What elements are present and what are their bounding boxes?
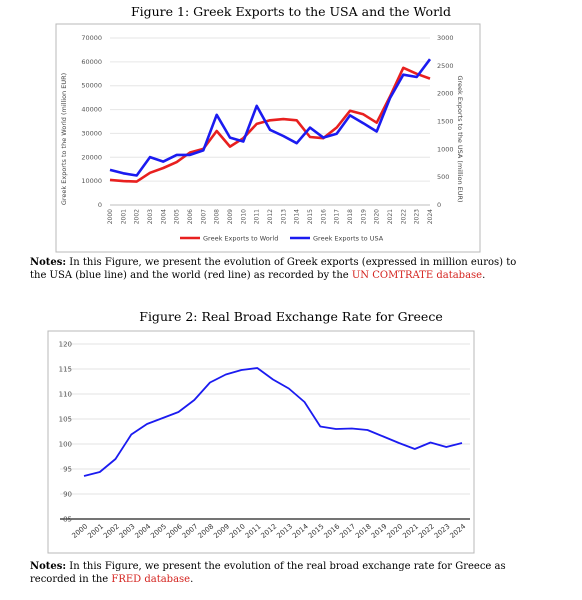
chart-2-x-tick-label: 2004: [133, 522, 152, 540]
chart-1-x-tick-label: 2019: [360, 209, 367, 224]
figure-2-caption: Figure 2: Real Broad Exchange Rate for G…: [139, 309, 443, 324]
chart-2-x-tick-label: 2006: [165, 522, 184, 540]
chart-1-legend: Greek Exports to World Greek Exports to …: [180, 235, 384, 243]
chart-1-x-tick-label: 2001: [120, 209, 127, 224]
chart-1-x-tick-label: 2024: [427, 209, 434, 224]
chart-1-x-tick-label: 2003: [147, 209, 154, 224]
chart-2-y-tick-label: 105: [59, 416, 72, 424]
chart-2-y-tick-label: 110: [59, 391, 72, 399]
chart-1-x-tick-label: 2015: [307, 209, 314, 224]
chart-1-x-tick-label: 2012: [267, 209, 274, 224]
chart-2-x-tick-label: 2015: [307, 522, 326, 540]
chart-2-x-tick-label: 2016: [322, 522, 341, 540]
fred-link[interactable]: FRED database: [111, 574, 191, 585]
chart-1-y2-tick-label: 1000: [437, 145, 454, 153]
chart-1-y-tick-label: 70000: [81, 34, 102, 42]
chart-1-y-tick-label: 40000: [81, 106, 102, 114]
chart-1-y-tick-label: 0: [98, 201, 102, 209]
chart-1-y-tick-label: 20000: [81, 153, 102, 161]
chart-2-x-tick-label: 2007: [181, 522, 200, 540]
legend-world-label: Greek Exports to World: [203, 235, 278, 243]
chart-1-x-tick-label: 2017: [334, 209, 341, 224]
chart-2-x-tick-label: 2019: [370, 522, 389, 540]
chart-1-y2-tick-label: 0: [437, 201, 441, 209]
chart-1-y2-tick-label: 2000: [437, 90, 454, 98]
figure-1-notes-text: In this Figure, we present the evolution…: [30, 257, 517, 281]
chart-1-x-tick-label: 2022: [400, 209, 407, 224]
chart-2-x-tick-label: 2008: [196, 522, 215, 540]
chart-2-y-tick-label: 100: [59, 441, 72, 449]
chart-2-x-tick-label: 2000: [70, 522, 89, 540]
chart-2-x-tick-label: 2009: [212, 522, 231, 540]
chart-2-x-tick-label: 2003: [118, 522, 137, 540]
chart-2-x-tick-label: 2021: [401, 522, 420, 540]
chart-2-x-tick-label: 2014: [291, 522, 310, 540]
chart-2-x-tick-label: 2001: [86, 522, 105, 540]
chart-1-x-tick-label: 2020: [374, 209, 381, 224]
figure-1-chart: 0 10000 20000 30000 40000 50000 60000 70000 0 50…: [55, 23, 481, 253]
chart-1-x-tick-label: 2009: [227, 209, 234, 224]
figure-2-notes-end: .: [190, 574, 194, 585]
chart-2-x-tick-label: 2011: [244, 522, 263, 540]
chart-2-frame: [47, 330, 475, 554]
chart-2-y-tick-label: 115: [59, 366, 72, 374]
chart-1-x-tick-label: 2018: [347, 209, 354, 224]
chart-2-x-tick-label: 2012: [259, 522, 278, 540]
chart-1-x-tick-label: 2013: [280, 209, 287, 224]
chart-1-x-tick-label: 2006: [187, 209, 194, 224]
chart-2-x-tick-label: 2002: [102, 522, 121, 540]
chart-2-x-tick-label: 2020: [385, 522, 404, 540]
chart-1-y-tick-label: 60000: [81, 58, 102, 66]
figure-1-notes: Notes: In this Figure, we present the ev…: [30, 256, 530, 282]
chart-1-series-usa-line: [109, 58, 432, 177]
chart-1-x-tick-label: 2004: [160, 209, 167, 224]
chart-1-x-tick-label: 2005: [174, 209, 181, 224]
chart-2-x-tick-label: 2024: [448, 522, 467, 540]
chart-1-y2-tick-label: 2500: [437, 62, 454, 70]
chart-1-x-tick-label: 2011: [254, 209, 261, 224]
figure-2-notes: Notes: In this Figure, we present the ev…: [30, 560, 530, 586]
chart-1-y-axis-label: Greek Exports to the World (million EUR): [60, 73, 68, 205]
chart-2-x-tick-label: 2017: [338, 522, 357, 540]
chart-2-x-tick-label: 2013: [275, 522, 294, 540]
chart-1-y-tick-label: 30000: [81, 129, 102, 137]
figure-1-notes-label: Notes:: [30, 257, 67, 268]
chart-1-x-tick-label: 2021: [387, 209, 394, 224]
chart-2-y-tick-label: 85: [63, 516, 72, 524]
chart-2-x-tick-label: 2010: [228, 522, 247, 540]
chart-1-x-tick-label: 2002: [134, 209, 141, 224]
chart-2-x-tick-label: 2005: [149, 522, 168, 540]
chart-1-y-tick-label: 10000: [81, 177, 102, 185]
chart-2-x-tick-label: 2018: [354, 522, 373, 540]
chart-1-x-tick-label: 2000: [107, 209, 114, 224]
chart-1-x-tick-label: 2014: [294, 209, 301, 224]
chart-2-x-tick-label: 2023: [433, 522, 452, 540]
chart-2-y-tick-label: 120: [59, 341, 72, 349]
chart-1-x-tick-label: 2010: [240, 209, 247, 224]
figure-2-notes-text: In this Figure, we present the evolution…: [30, 561, 506, 585]
chart-2-y-tick-label: 90: [63, 491, 72, 499]
chart-1-y2-tick-label: 3000: [437, 34, 454, 42]
chart-1-frame: [55, 23, 481, 253]
figure-2-notes-label: Notes:: [30, 561, 67, 572]
chart-1-x-tick-label: 2007: [200, 209, 207, 224]
chart-2-x-tick-label: 2022: [417, 522, 436, 540]
figure-1-notes-end: .: [482, 270, 486, 281]
chart-1-x-tick-label: 2023: [414, 209, 421, 224]
chart-1-y2-axis-label: Greek Exports to the USA (million EUR): [456, 75, 464, 202]
chart-1-x-tick-label: 2016: [320, 209, 327, 224]
chart-2-exchange-rate-line: [83, 367, 463, 477]
legend-usa-label: Greek Exports to USA: [313, 235, 384, 243]
chart-1-y2-tick-label: 1500: [437, 118, 454, 126]
chart-1-series-world-line: [109, 66, 431, 183]
chart-2-y-tick-label: 95: [63, 466, 72, 474]
chart-1-x-tick-label: 2008: [214, 209, 221, 224]
chart-1-y-tick-label: 50000: [81, 82, 102, 90]
figure-1-caption: Figure 1: Greek Exports to the USA and t…: [130, 4, 452, 19]
un-comtrade-link[interactable]: UN COMTRATE database: [351, 270, 483, 281]
chart-1-y2-tick-label: 500: [437, 173, 449, 181]
